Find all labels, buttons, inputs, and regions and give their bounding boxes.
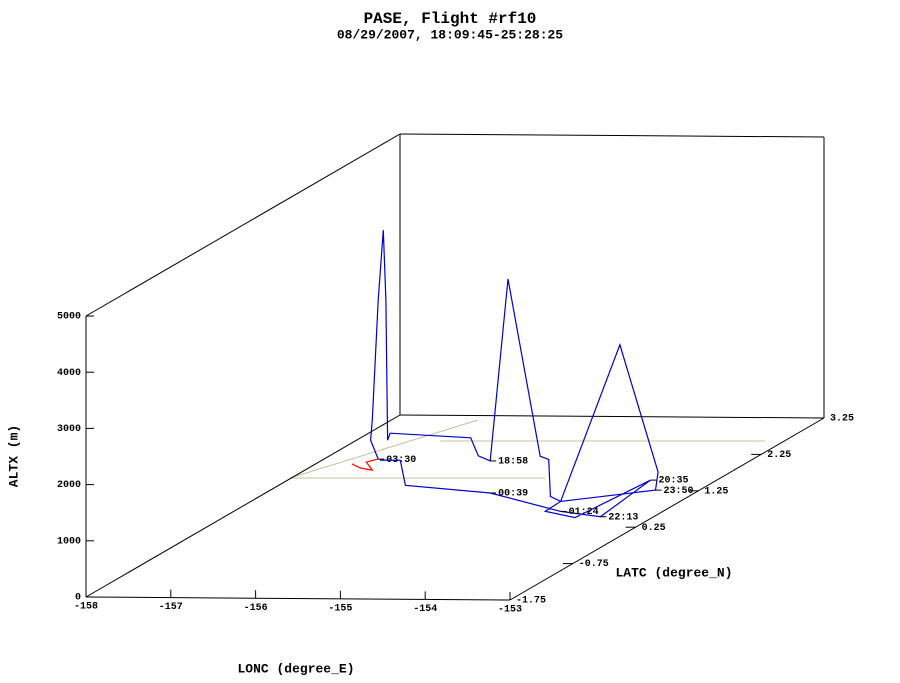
x-tick-label: -154 bbox=[413, 604, 437, 615]
x-axis-label: LONC (degree_E) bbox=[237, 661, 354, 676]
y-axis-label: LATC (degree_N) bbox=[615, 565, 732, 580]
time-label: 20:35 bbox=[658, 476, 688, 487]
y-tick-label: -1.75 bbox=[516, 596, 546, 607]
time-label: 18:58 bbox=[498, 457, 528, 468]
x-tick-label: -156 bbox=[244, 603, 268, 614]
y-tick-label: 2.25 bbox=[767, 450, 791, 461]
z-tick-label: 5000 bbox=[57, 312, 81, 323]
x-tick-label: -158 bbox=[74, 602, 98, 613]
flight-track bbox=[351, 458, 379, 471]
box-edge bbox=[85, 133, 401, 317]
z-tick-label: 1000 bbox=[57, 536, 81, 547]
z-tick-label: 4000 bbox=[57, 368, 81, 379]
box-edge bbox=[509, 417, 825, 601]
chart-title: PASE, Flight #rf10 bbox=[364, 10, 537, 28]
time-label: 00:39 bbox=[498, 489, 528, 500]
chart-subtitle: 08/29/2007, 18:09:45-25:28:25 bbox=[337, 27, 563, 42]
x-tick-label: -153 bbox=[498, 605, 522, 616]
time-label: 23:50 bbox=[664, 486, 694, 497]
y-tick-label: -0.75 bbox=[579, 559, 609, 570]
time-label: 01:24 bbox=[569, 507, 599, 518]
y-tick-label: 1.25 bbox=[704, 486, 728, 497]
y-tick-label: 3.25 bbox=[830, 414, 854, 425]
time-label: 03:30 bbox=[386, 455, 416, 466]
z-tick-label: 3000 bbox=[57, 424, 81, 435]
box-edge bbox=[85, 596, 511, 601]
z-tick-label: 0 bbox=[75, 593, 81, 604]
flight-track bbox=[369, 230, 659, 519]
time-label: 22:13 bbox=[608, 512, 638, 523]
y-tick-label: 0.25 bbox=[642, 523, 666, 534]
x-tick-label: -155 bbox=[328, 603, 352, 614]
box-edge bbox=[85, 414, 401, 598]
box-edge bbox=[399, 414, 825, 419]
ground-line bbox=[289, 419, 479, 479]
z-axis-label: ALTX (m) bbox=[6, 425, 21, 487]
z-tick-label: 2000 bbox=[57, 480, 81, 491]
box-edge bbox=[399, 133, 825, 138]
x-tick-label: -157 bbox=[159, 602, 183, 613]
